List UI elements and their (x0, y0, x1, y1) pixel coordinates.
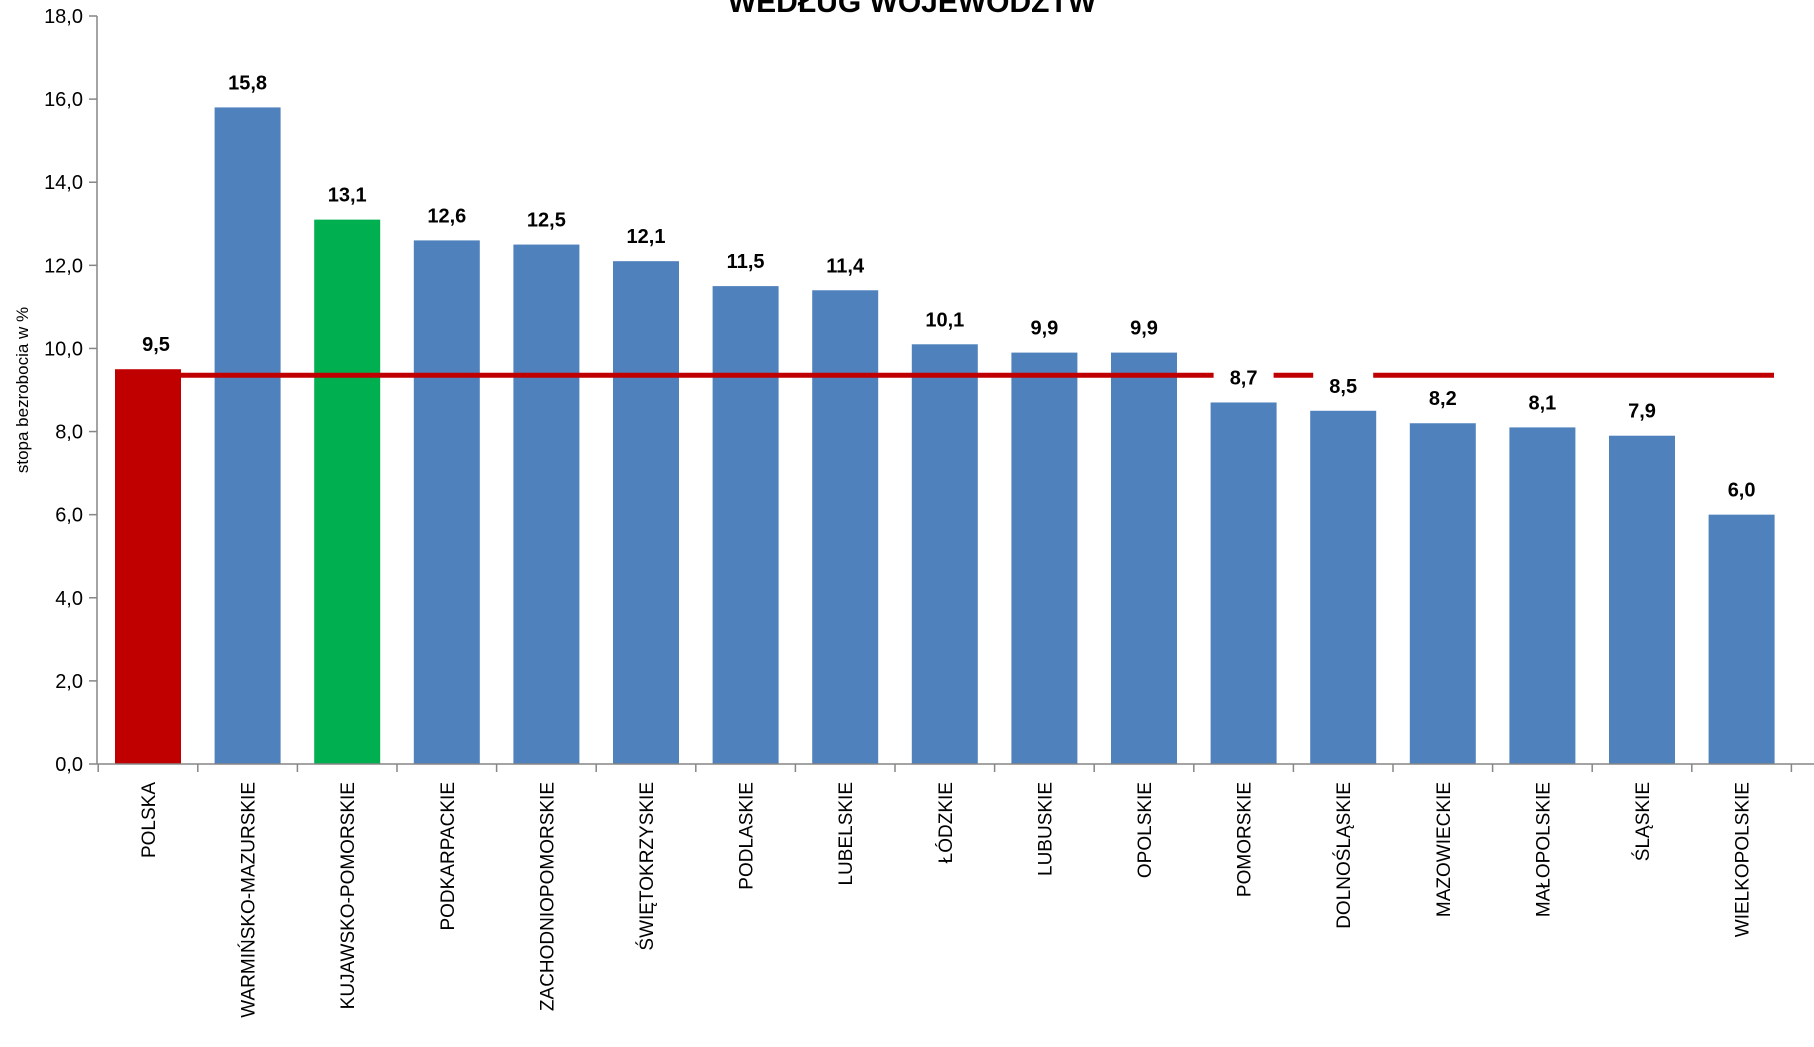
y-tick-label: 2,0 (55, 671, 83, 693)
bar (1310, 410, 1377, 764)
data-label: 9,9 (1130, 318, 1158, 340)
bar (1409, 423, 1476, 764)
y-tick-label: 10,0 (44, 338, 83, 360)
x-tick-label: PODKARPACKIE (438, 782, 459, 931)
data-label: 15,8 (228, 72, 267, 94)
bar (812, 290, 879, 764)
data-label: 7,9 (1628, 401, 1656, 423)
x-tick-label: PODLASKIE (737, 782, 758, 890)
chart-title: WEDŁUG WOJEWÓDZTW (728, 0, 1097, 19)
x-tick-label: OPOLSKIE (1135, 782, 1156, 878)
x-tick-label: ŚLĄSKIE (1632, 782, 1654, 861)
bar (1111, 352, 1177, 764)
bar (1609, 435, 1675, 764)
data-label: 12,1 (627, 226, 666, 248)
x-axis-labels: POLSKA WARMIŃSKO-MAZURSKIE KUJAWSKO-POMORS… (139, 782, 1754, 1018)
bar (911, 344, 978, 764)
y-axis-label: stopa bezrobocia w % (13, 307, 32, 473)
bar (413, 240, 480, 764)
label-backgrounds (1213, 360, 1374, 401)
bars (115, 107, 1775, 765)
data-label: 9,9 (1030, 318, 1058, 340)
y-tick-label: 8,0 (55, 422, 83, 444)
x-tick-label: ŚWIĘTOKRZYSKIE (636, 782, 658, 951)
y-tick-label: 12,0 (44, 255, 83, 277)
data-label: 12,6 (427, 205, 466, 227)
bar (712, 286, 779, 764)
y-tick-label: 4,0 (55, 588, 83, 610)
x-tick-label: POMORSKIE (1235, 782, 1256, 897)
data-label: 8,1 (1528, 392, 1556, 414)
x-tick-label: DOLNOŚLĄSKIE (1333, 782, 1355, 929)
y-axis-ticks: 0,0 2,0 4,0 6,0 8,0 10,0 12,0 14,0 16,0 18,0 (44, 6, 1793, 776)
y-tick-label: 18,0 (44, 6, 83, 28)
bar (1210, 402, 1277, 764)
x-tick-label: LUBUSKIE (1035, 782, 1056, 876)
data-label: 6,0 (1728, 480, 1756, 502)
x-tick-label: MAŁOPOLSKIE (1533, 782, 1554, 917)
data-label: 11,5 (727, 251, 765, 273)
data-label: 11,4 (826, 255, 865, 277)
data-label: 8,2 (1429, 388, 1457, 410)
x-tick-label: POLSKA (139, 782, 160, 858)
y-tick-label: 0,0 (55, 754, 83, 776)
x-tick-label: MAZOWIECKIE (1434, 782, 1455, 917)
bar (1011, 352, 1078, 764)
data-label: 8,7 (1230, 367, 1258, 389)
y-tick-label: 6,0 (55, 505, 83, 527)
data-label: 8,5 (1329, 376, 1357, 398)
label-background (1313, 368, 1374, 401)
x-tick-label: LUBELSKIE (836, 782, 857, 886)
bar (613, 261, 679, 764)
label-background (1213, 360, 1274, 393)
y-tick-label: 16,0 (44, 89, 83, 111)
data-label: 9,5 (142, 334, 170, 356)
x-tick-label: WIELKOPOLSKIE (1733, 782, 1754, 937)
bar (1708, 514, 1775, 764)
x-tick-label: KUJAWSKO-POMORSKIE (338, 782, 359, 1009)
bar (214, 107, 281, 764)
data-labels: 9,5 15,8 13,1 12,6 12,5 12,1 11,5 11,4 10,1 9,9 9,… (142, 72, 1755, 501)
bar (314, 219, 381, 765)
x-tick-label: ZACHODNIOPOMORSKIE (537, 782, 558, 1011)
x-tick-label: WARMIŃSKO-MAZURSKIE (239, 782, 260, 1018)
data-label: 10,1 (925, 309, 964, 331)
bar (1509, 427, 1576, 764)
x-tick-label: ŁÓDZKIE (935, 782, 957, 863)
y-tick-label: 14,0 (44, 172, 83, 194)
bar (513, 244, 580, 765)
data-label: 12,5 (527, 210, 566, 232)
data-label: 13,1 (328, 185, 367, 207)
bar (115, 369, 181, 764)
